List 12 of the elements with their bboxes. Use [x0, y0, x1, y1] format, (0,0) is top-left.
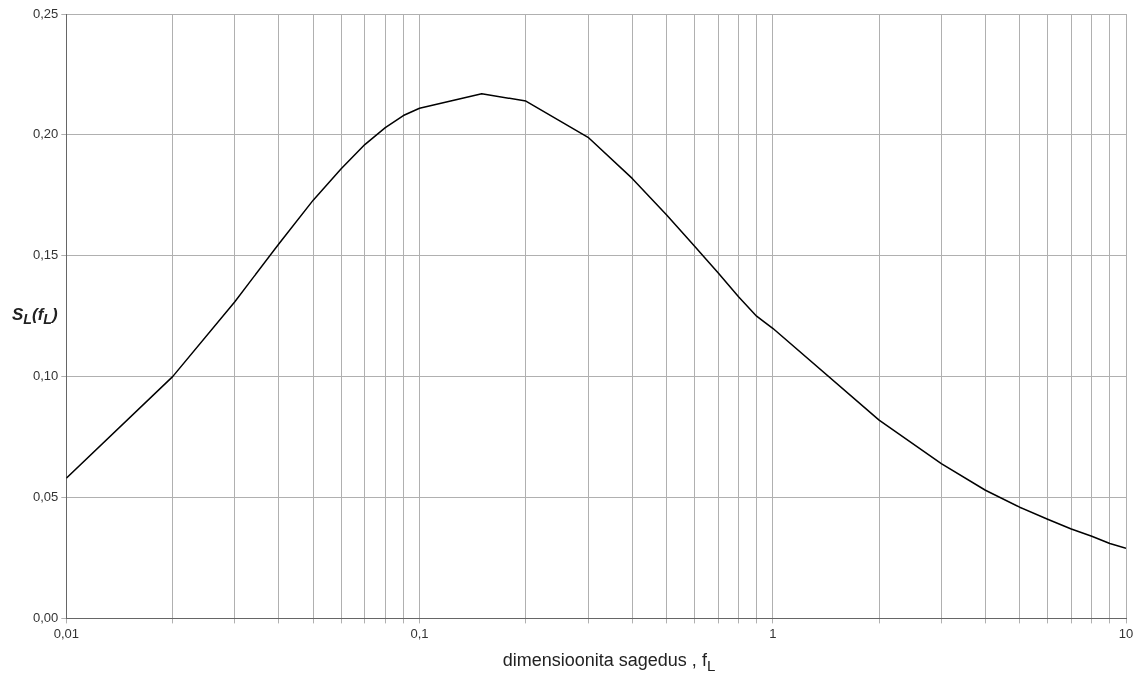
x-tick-label: 1 — [769, 625, 777, 641]
y-axis-title: S$_{L}$(f$_{L}$) — [12, 305, 58, 328]
y-tick-label: 0,15 — [32, 247, 59, 263]
y-tick-label: 0,25 — [32, 5, 59, 21]
x-tick-label: 0,1 — [410, 625, 429, 641]
y-tick-label: 0,00 — [32, 609, 59, 625]
y-tick-label: 0,20 — [32, 126, 59, 142]
x-axis-title: dimensioonita sagedus , f$_{L}$ — [501, 650, 717, 674]
y-tick-label: 0,05 — [32, 489, 59, 505]
x-tick-label: 0,01 — [53, 625, 79, 641]
y-tick-label: 0,10 — [32, 368, 59, 384]
x-tick-label: 10 — [1118, 625, 1134, 641]
